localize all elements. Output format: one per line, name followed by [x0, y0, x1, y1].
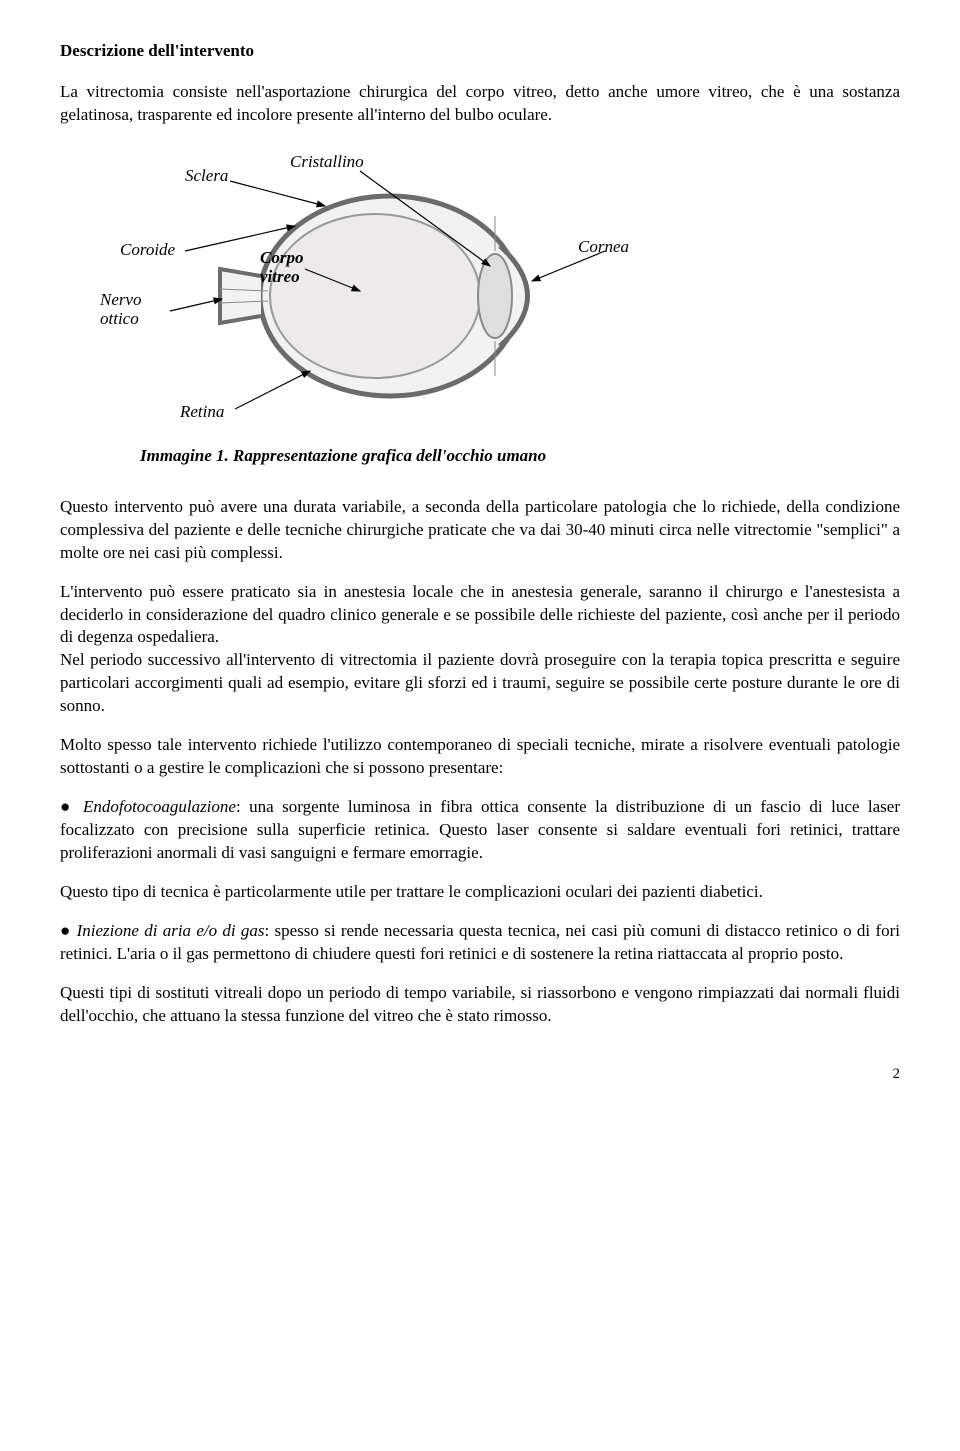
eye-diagram: Sclera Cristallino Coroide Corpo vitreo …: [100, 151, 640, 441]
label-retina: Retina: [180, 401, 224, 424]
label-corpo-vitreo-text: Corpo vitreo: [260, 248, 303, 286]
paragraph-techniques-intro: Molto spesso tale intervento richiede l'…: [60, 734, 900, 780]
paragraph-diabetic: Questo tipo di tecnica è particolarmente…: [60, 881, 900, 904]
section-heading: Descrizione dell'intervento: [60, 40, 900, 63]
bullet-endofotocoagulazione: Endofotocoagulazione: una sorgente lumin…: [60, 796, 900, 865]
label-cornea: Cornea: [578, 236, 629, 259]
paragraph-substitutes: Questi tipi di sostituti vitreali dopo u…: [60, 982, 900, 1028]
page-number: 2: [60, 1064, 900, 1084]
paragraph-duration: Questo intervento può avere una durata v…: [60, 496, 900, 565]
eye-diagram-svg: [100, 151, 640, 441]
paragraph-anesthesia: L'intervento può essere praticato sia in…: [60, 581, 900, 650]
label-sclera: Sclera: [185, 165, 228, 188]
diagram-caption: Immagine 1. Rappresentazione grafica del…: [140, 445, 900, 468]
intro-paragraph: La vitrectomia consiste nell'asportazion…: [60, 81, 900, 127]
label-cristallino: Cristallino: [290, 151, 364, 174]
paragraph-postop: Nel periodo successivo all'intervento di…: [60, 649, 900, 718]
label-coroide: Coroide: [120, 239, 175, 262]
bullet2-lead: Iniezione di aria e/o di gas: [77, 921, 265, 940]
eye-diagram-block: Sclera Cristallino Coroide Corpo vitreo …: [60, 151, 900, 468]
label-corpo-vitreo: Corpo vitreo: [260, 249, 303, 286]
label-nervo-ottico: Nervo ottico: [100, 291, 142, 328]
bullet1-lead: Endofotocoagulazione: [83, 797, 236, 816]
bullet-iniezione: Iniezione di aria e/o di gas: spesso si …: [60, 920, 900, 966]
